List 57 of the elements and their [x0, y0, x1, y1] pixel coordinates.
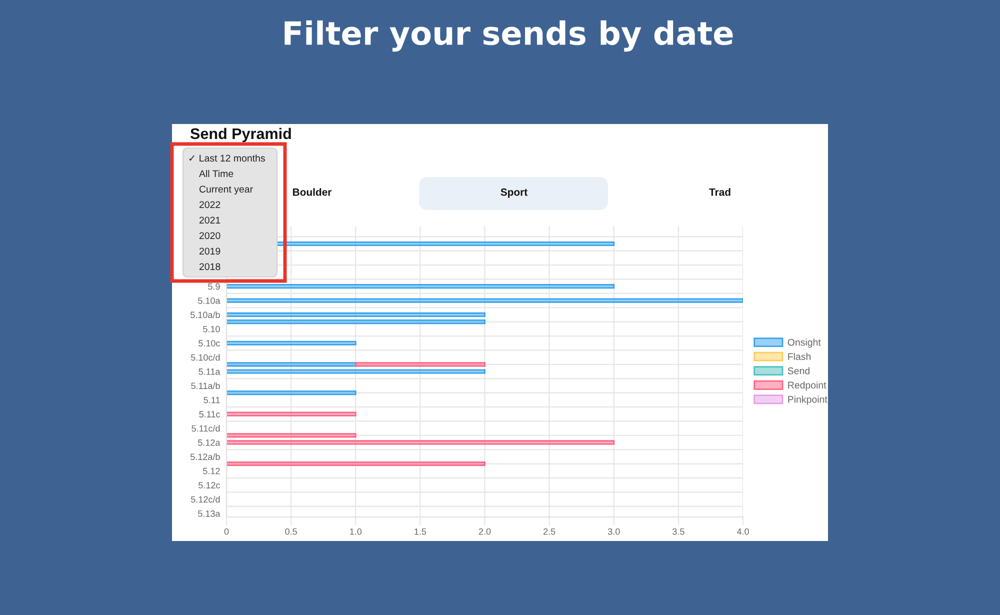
y-tick-label: 5.10a — [198, 297, 220, 304]
bar — [226, 298, 743, 303]
y-tick-label: 5.10c/d — [191, 354, 220, 361]
x-tick-label: 1.5 — [414, 528, 426, 535]
text: Sport — [500, 188, 528, 198]
x-tick-label: 3.5 — [672, 528, 684, 535]
y-tick-label: 5.10 — [203, 326, 220, 332]
text: Boulder — [293, 188, 332, 196]
x-tick-label: 2.5 — [543, 528, 556, 535]
bar — [226, 440, 615, 445]
bar — [226, 390, 356, 396]
bar — [226, 312, 486, 318]
bar — [226, 320, 486, 324]
bar — [354, 362, 486, 367]
bar — [226, 369, 486, 374]
text: 2020 — [199, 232, 220, 240]
text: All Time — [199, 170, 234, 178]
legend-label: Send — [788, 367, 810, 374]
chart-title: Filter your sends by date — [284, 20, 733, 52]
x-tick-label: 2.0 — [478, 528, 491, 535]
bar — [226, 284, 615, 289]
y-tick-label: 5.11a/b — [191, 382, 220, 390]
y-tick-label: 5.10c — [198, 340, 220, 346]
y-tick-label: 5.10a/b — [190, 311, 220, 318]
text: 2022 — [199, 201, 220, 208]
bar — [226, 412, 356, 416]
y-tick-label: 5.13a — [198, 510, 220, 517]
x-tick-label: 3.0 — [608, 528, 620, 535]
x-tick-label: 0 — [224, 528, 229, 535]
x-tick-label: 0.5 — [285, 528, 297, 535]
y-tick-label: 5.11c — [199, 411, 220, 418]
legend-label: Flash — [788, 352, 811, 360]
x-tick-label: 1.0 — [350, 528, 362, 535]
y-tick-label: 5.12c/d — [191, 496, 220, 503]
text: 2019 — [199, 248, 220, 255]
legend-label: Redpoint — [788, 381, 826, 390]
legend-label: Pinkpoint — [788, 396, 828, 405]
y-tick-label: 5.11a — [198, 368, 220, 375]
y-tick-label: 5.12a — [198, 439, 220, 446]
text: Current year — [199, 186, 253, 195]
bar — [226, 362, 356, 367]
y-tick-label: 5.12 — [203, 468, 220, 474]
chart-subtitle: Send Pyramid — [190, 128, 291, 142]
x-tick-label: 4.0 — [736, 528, 749, 535]
text: 2021 — [199, 216, 220, 224]
bar — [226, 433, 356, 438]
y-tick-label: 5.11c/d — [192, 425, 220, 432]
y-tick-label: 5.12c — [198, 482, 220, 488]
y-tick-label: 5.11 — [204, 396, 220, 404]
text: ✓ Last 12 months — [189, 154, 265, 162]
legend-label: Onsight — [788, 338, 821, 348]
y-tick-label: 5.9 — [208, 283, 220, 290]
bar — [226, 461, 486, 466]
text: 2018 — [199, 263, 220, 270]
bar — [226, 340, 356, 346]
text: Trad — [709, 188, 730, 196]
y-tick-label: 5.12a/b — [190, 453, 220, 460]
